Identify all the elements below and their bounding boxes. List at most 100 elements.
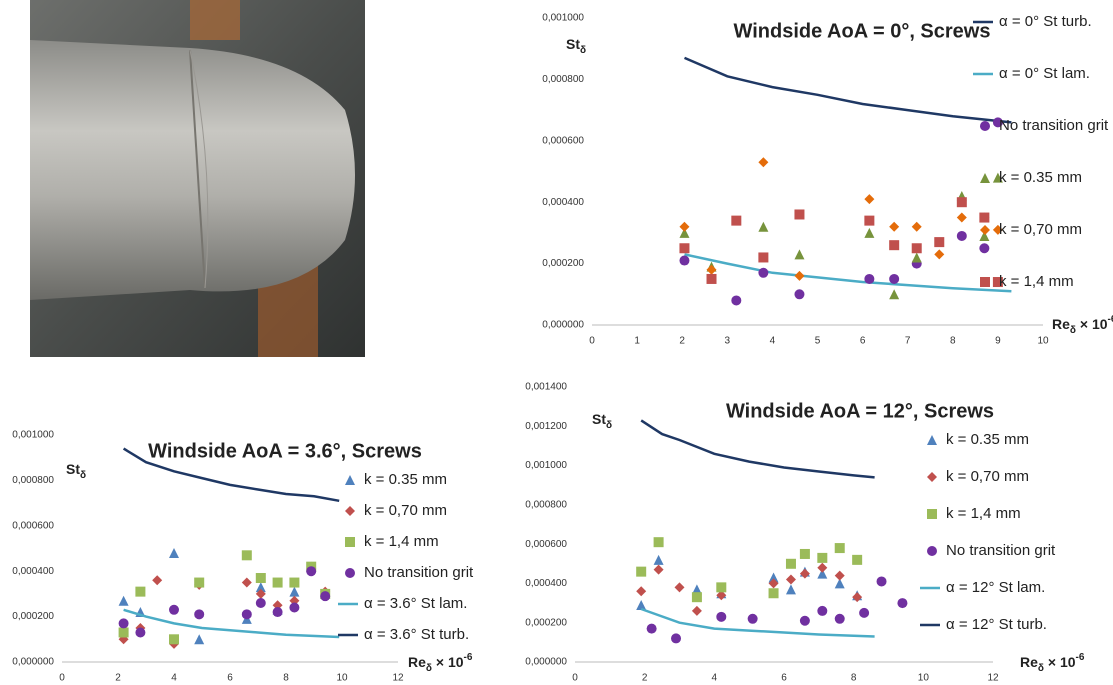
- point: [992, 277, 1003, 288]
- point: [135, 627, 146, 638]
- point: [241, 577, 252, 588]
- x-tick-label: 6: [860, 336, 866, 347]
- point: [118, 627, 129, 638]
- point: [653, 537, 664, 548]
- point: [859, 607, 870, 618]
- point: [979, 212, 990, 223]
- point: [646, 623, 657, 634]
- legend-label: α = 0° St turb.: [999, 13, 1092, 30]
- y-axis-label-part: δ: [80, 470, 86, 481]
- x-axis-label: Reδ × 10-6: [1052, 314, 1113, 336]
- point: [674, 582, 685, 593]
- legend-swatch: [927, 546, 937, 556]
- point: [794, 270, 805, 281]
- point: [169, 634, 179, 645]
- x-tick-label: 10: [336, 673, 348, 684]
- point: [864, 194, 875, 205]
- y-tick-label: 0,000200: [525, 617, 567, 628]
- point: [716, 582, 727, 593]
- legend-swatch: [345, 506, 355, 516]
- y-tick-label: 0,000400: [12, 566, 54, 577]
- point: [241, 609, 252, 620]
- point: [817, 568, 828, 579]
- legend-label: k = 0.35 mm: [946, 431, 1029, 448]
- point: [794, 209, 805, 220]
- x-tick-label: 6: [227, 673, 233, 684]
- y-tick-label: 0,000800: [525, 499, 567, 510]
- y-tick-label: 0,000200: [12, 611, 54, 622]
- legend-swatch: [345, 475, 355, 485]
- point: [785, 574, 796, 585]
- point: [864, 227, 875, 238]
- point: [758, 157, 769, 168]
- x-tick-label: 7: [905, 336, 911, 347]
- point: [691, 605, 702, 616]
- point: [785, 558, 796, 569]
- y-axis-label-part: St: [566, 36, 580, 52]
- point: [852, 592, 863, 603]
- point: [911, 252, 922, 263]
- point: [768, 588, 779, 599]
- point: [152, 575, 163, 586]
- legend-label: k = 1,4 mm: [999, 273, 1074, 290]
- chart-title: Windside AoA = 0°, Screws: [734, 20, 991, 42]
- x-tick-label: 8: [851, 673, 857, 684]
- legend-label: No transition grit: [946, 542, 1056, 559]
- point: [799, 615, 810, 626]
- point: [768, 578, 779, 589]
- y-tick-label: 0,001200: [525, 421, 567, 432]
- point: [834, 613, 845, 624]
- y-tick-label: 0,000200: [542, 258, 584, 269]
- point: [799, 548, 810, 559]
- x-axis-label-part: Re: [1020, 654, 1038, 670]
- point: [320, 591, 331, 602]
- chart-title: Windside AoA = 3.6°, Screws: [148, 440, 422, 462]
- point: [272, 607, 283, 618]
- chart-title: Windside AoA = 12°, Screws: [726, 400, 994, 422]
- point: [864, 215, 875, 226]
- point: [169, 604, 179, 615]
- point: [636, 600, 647, 611]
- legend-swatch: [980, 225, 990, 235]
- chart: 0,000000 0,000200 0,000400 0,000600 0,000800…: [12, 430, 474, 684]
- point: [636, 566, 647, 577]
- legend-swatch: [345, 537, 355, 547]
- point: [934, 237, 945, 248]
- point: [194, 577, 205, 588]
- x-axis-label: Reδ × 10-6: [408, 652, 473, 674]
- line: [640, 419, 875, 479]
- legend-swatch: [927, 472, 937, 482]
- x-axis-label-part: -6: [1108, 314, 1113, 325]
- point: [852, 554, 863, 565]
- point: [956, 230, 967, 241]
- legend-label: k = 0.35 mm: [999, 169, 1082, 186]
- point: [889, 273, 900, 284]
- y-tick-label: 0,000800: [542, 74, 584, 85]
- point: [636, 586, 647, 597]
- y-tick-label: 0,000000: [542, 320, 584, 331]
- legend-swatch: [980, 277, 990, 287]
- x-tick-label: 6: [781, 673, 787, 684]
- point: [834, 570, 845, 581]
- legend-swatch: [980, 121, 990, 131]
- x-axis-label-part: Re: [1052, 316, 1070, 332]
- point: [194, 609, 205, 620]
- point: [671, 633, 682, 644]
- point: [911, 243, 922, 254]
- point: [768, 572, 779, 583]
- point: [799, 568, 810, 579]
- x-axis-label-part: δ: [1070, 325, 1076, 336]
- legend-label: α = 12° St turb.: [946, 616, 1047, 633]
- y-axis-label-part: St: [66, 461, 80, 477]
- y-axis-label-part: δ: [580, 45, 586, 56]
- point: [706, 273, 717, 284]
- x-tick-label: 2: [642, 673, 648, 684]
- legend-label: α = 3.6° St lam.: [364, 595, 467, 612]
- point: [653, 554, 664, 565]
- point: [747, 613, 758, 624]
- x-axis-label-part: -6: [1076, 652, 1085, 663]
- point: [785, 584, 796, 595]
- y-tick-label: 0,001400: [525, 382, 567, 393]
- point: [194, 634, 205, 645]
